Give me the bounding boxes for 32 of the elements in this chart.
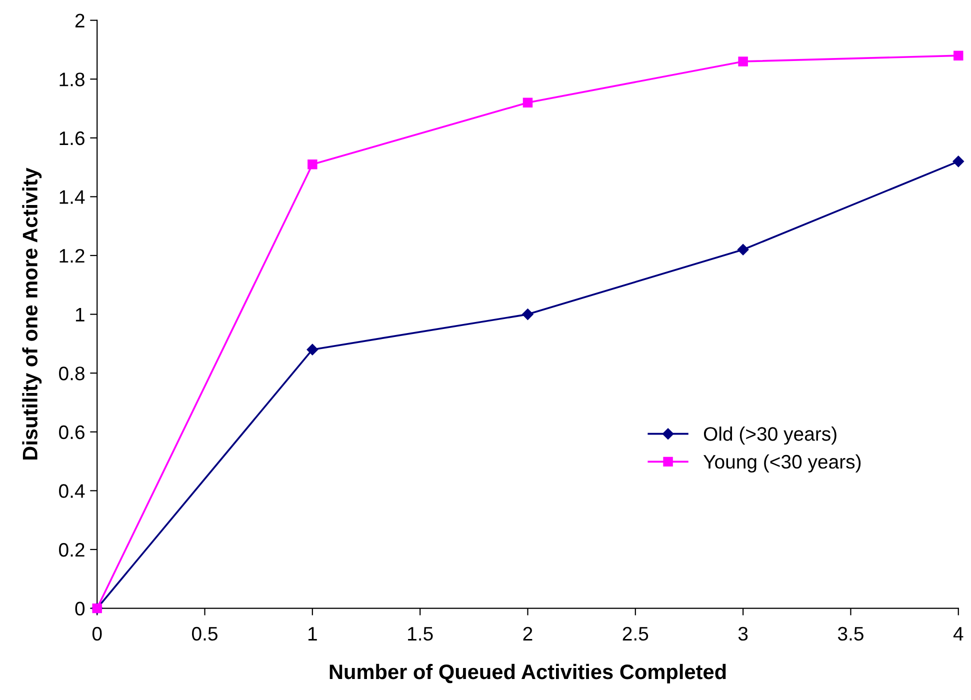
x-tick-label: 2	[523, 626, 532, 640]
point	[522, 308, 534, 320]
y-tick-label: 1.8	[60, 72, 84, 86]
point	[738, 56, 748, 66]
y-axis-title: Disutility of one more Activity	[22, 168, 42, 460]
y-tick-label: 2	[75, 14, 84, 28]
legend-label: Old (>30 years)	[704, 426, 836, 445]
point	[737, 244, 749, 256]
point	[308, 160, 318, 170]
x-tick-label: 4	[953, 627, 964, 640]
y-tick-label: 0.6	[59, 425, 84, 440]
point	[522, 98, 533, 108]
y-tick-label: 0.4	[59, 484, 85, 498]
x-tick-label: 3	[738, 626, 748, 641]
x-tick-label: 1	[308, 627, 317, 640]
y-tick-label: 1.2	[60, 248, 84, 263]
x-tick-label: 1.5	[408, 627, 433, 641]
y-tick-label: 0.2	[59, 542, 84, 557]
x-tick-label: 0.5	[192, 626, 218, 641]
x-tick-label: 0	[92, 626, 102, 641]
y-tick-label: 1	[76, 308, 84, 322]
y-tick-label: 0.8	[59, 366, 84, 380]
y-tick-label: 1.4	[60, 190, 85, 204]
y-tick-label: 0	[75, 602, 85, 616]
x-tick-label: 2.5	[622, 626, 648, 641]
legend-label: Young (<30 years)	[703, 454, 861, 473]
y-tick-label: 1.6	[60, 131, 84, 146]
point	[954, 50, 964, 60]
point	[952, 156, 964, 168]
x-tick-label: 3.5	[838, 626, 864, 641]
x-axis-title: Number of Queued Activities Completed	[330, 664, 726, 684]
point	[306, 344, 318, 356]
